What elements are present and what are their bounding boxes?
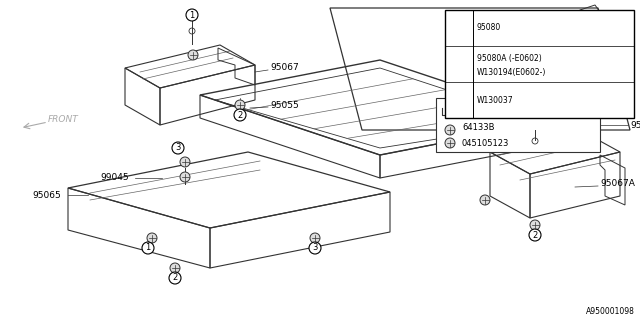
Circle shape bbox=[452, 21, 466, 35]
Text: 1: 1 bbox=[145, 244, 150, 252]
Text: 95055: 95055 bbox=[270, 100, 299, 109]
Text: 1: 1 bbox=[456, 23, 461, 32]
Text: W130037: W130037 bbox=[477, 96, 513, 105]
Text: 045105123: 045105123 bbox=[462, 139, 509, 148]
Text: 95066: 95066 bbox=[630, 121, 640, 130]
Text: 2: 2 bbox=[532, 230, 538, 239]
Text: 3: 3 bbox=[175, 143, 180, 153]
Text: FRONT: FRONT bbox=[48, 116, 79, 124]
Bar bbox=[445, 10, 634, 118]
Text: 2: 2 bbox=[456, 60, 461, 68]
Circle shape bbox=[309, 242, 321, 254]
Circle shape bbox=[445, 125, 455, 135]
Circle shape bbox=[180, 172, 190, 182]
Polygon shape bbox=[436, 98, 600, 152]
Circle shape bbox=[234, 109, 246, 121]
Circle shape bbox=[169, 272, 181, 284]
Text: 3: 3 bbox=[312, 244, 317, 252]
Circle shape bbox=[452, 93, 466, 107]
Text: W130194(E0602-): W130194(E0602-) bbox=[477, 68, 546, 76]
Circle shape bbox=[452, 57, 466, 71]
Text: 95067A: 95067A bbox=[600, 180, 635, 188]
Circle shape bbox=[480, 195, 490, 205]
Text: 99045: 99045 bbox=[100, 173, 129, 182]
Circle shape bbox=[310, 233, 320, 243]
Text: 95065: 95065 bbox=[32, 190, 61, 199]
Text: A950001098: A950001098 bbox=[586, 307, 635, 316]
Circle shape bbox=[172, 142, 184, 154]
Text: 64133B: 64133B bbox=[462, 124, 495, 132]
Text: 1: 1 bbox=[189, 11, 195, 20]
Circle shape bbox=[186, 9, 198, 21]
Circle shape bbox=[188, 50, 198, 60]
Circle shape bbox=[530, 220, 540, 230]
Text: 95067: 95067 bbox=[270, 63, 299, 73]
Text: 2: 2 bbox=[237, 110, 243, 119]
Circle shape bbox=[142, 242, 154, 254]
Text: 2: 2 bbox=[172, 274, 178, 283]
Circle shape bbox=[529, 229, 541, 241]
Circle shape bbox=[445, 138, 455, 148]
Circle shape bbox=[180, 157, 190, 167]
Text: 3: 3 bbox=[456, 96, 461, 105]
Text: 95080: 95080 bbox=[477, 23, 501, 32]
Circle shape bbox=[147, 233, 157, 243]
Circle shape bbox=[170, 263, 180, 273]
Circle shape bbox=[235, 100, 245, 110]
Text: 95080A (-E0602): 95080A (-E0602) bbox=[477, 54, 541, 63]
